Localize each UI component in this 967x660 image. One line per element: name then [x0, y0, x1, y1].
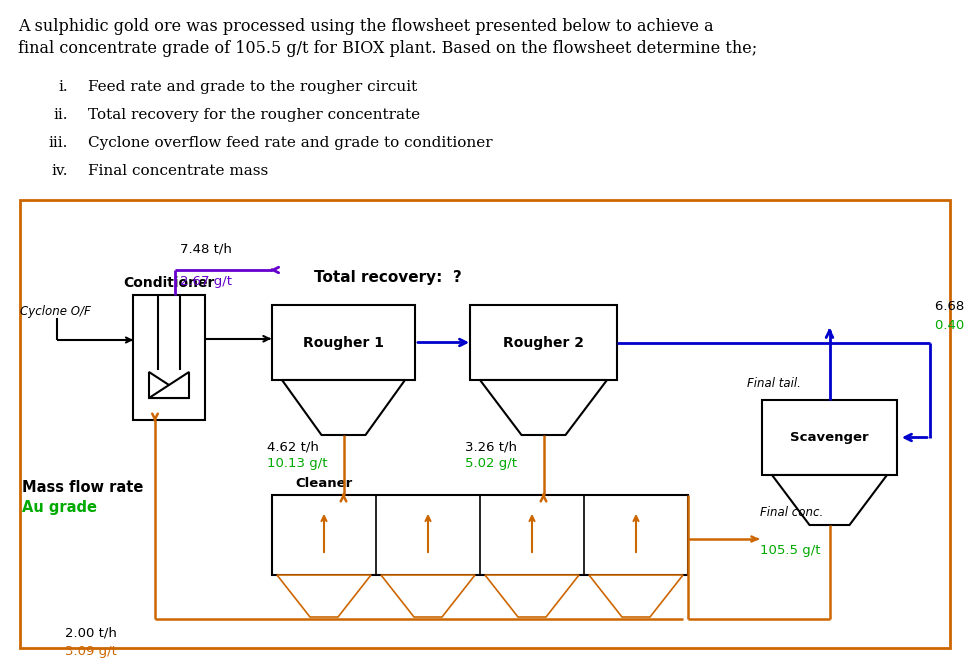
Text: Total recovery for the rougher concentrate: Total recovery for the rougher concentra… [88, 108, 420, 122]
Polygon shape [589, 575, 683, 617]
Text: 6.68 t/h: 6.68 t/h [935, 300, 967, 312]
Polygon shape [381, 575, 475, 617]
Text: ii.: ii. [53, 108, 68, 122]
Polygon shape [485, 575, 579, 617]
Bar [133, 295, 205, 420]
Text: final concentrate grade of 105.5 g/t for BIOX plant. Based on the flowsheet dete: final concentrate grade of 105.5 g/t for… [18, 40, 757, 57]
Text: Total recovery:  ?: Total recovery: ? [313, 270, 461, 285]
Polygon shape [282, 380, 405, 435]
Text: i.: i. [58, 80, 68, 94]
Text: Final tail.: Final tail. [747, 377, 801, 390]
Text: Mass flow rate: Mass flow rate [22, 480, 143, 495]
Text: iii.: iii. [48, 136, 68, 150]
Polygon shape [149, 372, 189, 398]
Text: Cyclone overflow feed rate and grade to conditioner: Cyclone overflow feed rate and grade to … [88, 136, 492, 150]
Bar [272, 495, 688, 575]
Polygon shape [772, 475, 887, 525]
Text: Rougher 2: Rougher 2 [503, 335, 584, 350]
Text: 7.48 t/h: 7.48 t/h [180, 242, 232, 255]
Text: Feed rate and grade to the rougher circuit: Feed rate and grade to the rougher circu… [88, 80, 417, 94]
Polygon shape [480, 380, 607, 435]
Text: 105.5 g/t: 105.5 g/t [760, 544, 821, 557]
Bar [272, 305, 415, 380]
Bar [20, 200, 950, 648]
Text: 3.09 g/t: 3.09 g/t [65, 645, 117, 658]
Text: 3.26 t/h: 3.26 t/h [465, 440, 517, 453]
Text: Cyclone O/F: Cyclone O/F [20, 305, 91, 318]
Bar [762, 400, 897, 475]
Text: Scavenger: Scavenger [790, 431, 868, 444]
Bar [470, 305, 617, 380]
Text: Conditioner: Conditioner [124, 276, 215, 290]
Text: 5.02 g/t: 5.02 g/t [465, 457, 517, 470]
Text: 10.13 g/t: 10.13 g/t [267, 457, 328, 470]
Text: 2.67 g/t: 2.67 g/t [180, 275, 232, 288]
Polygon shape [277, 575, 371, 617]
Polygon shape [149, 372, 189, 398]
Text: Final conc.: Final conc. [760, 506, 823, 519]
Text: Final concentrate mass: Final concentrate mass [88, 164, 268, 178]
Text: Rougher 1: Rougher 1 [303, 335, 384, 350]
Text: 0.40 g/t: 0.40 g/t [935, 319, 967, 333]
Text: A sulphidic gold ore was processed using the flowsheet presented below to achiev: A sulphidic gold ore was processed using… [18, 18, 714, 35]
Text: iv.: iv. [51, 164, 68, 178]
Text: Au grade: Au grade [22, 500, 97, 515]
Text: 4.62 t/h: 4.62 t/h [267, 440, 319, 453]
Text: 2.00 t/h: 2.00 t/h [65, 627, 117, 640]
Text: Cleaner: Cleaner [295, 477, 353, 490]
